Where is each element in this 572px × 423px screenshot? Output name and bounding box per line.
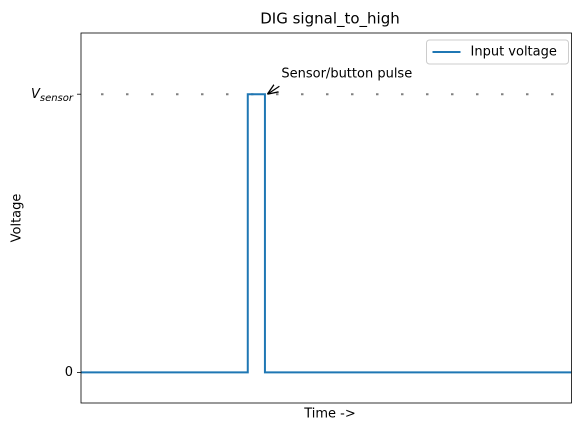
y-tick-label: 0	[65, 365, 73, 380]
chart-title: DIG signal_to_high	[260, 10, 400, 29]
y-tick-label-main: V	[31, 87, 41, 102]
y-axis-label: Voltage	[10, 194, 25, 243]
x-axis-label: Time ->	[303, 407, 356, 422]
annotation-text: Sensor/button pulse	[281, 67, 412, 82]
plot-frame	[80, 32, 572, 404]
y-tick-label-sub: sensor	[40, 93, 74, 104]
data-line	[81, 93, 572, 374]
y-tick-label: Vsensor	[31, 87, 74, 105]
legend-label: Input voltage	[471, 45, 557, 60]
annotation-arrow	[267, 86, 280, 94]
legend-box	[426, 39, 569, 65]
